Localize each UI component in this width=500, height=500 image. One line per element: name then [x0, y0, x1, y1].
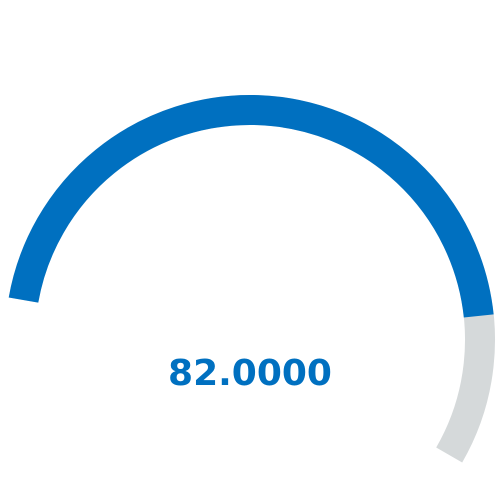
gauge-value-arc — [8, 94, 494, 318]
gauge-value-label: 82.0000 — [168, 353, 332, 394]
